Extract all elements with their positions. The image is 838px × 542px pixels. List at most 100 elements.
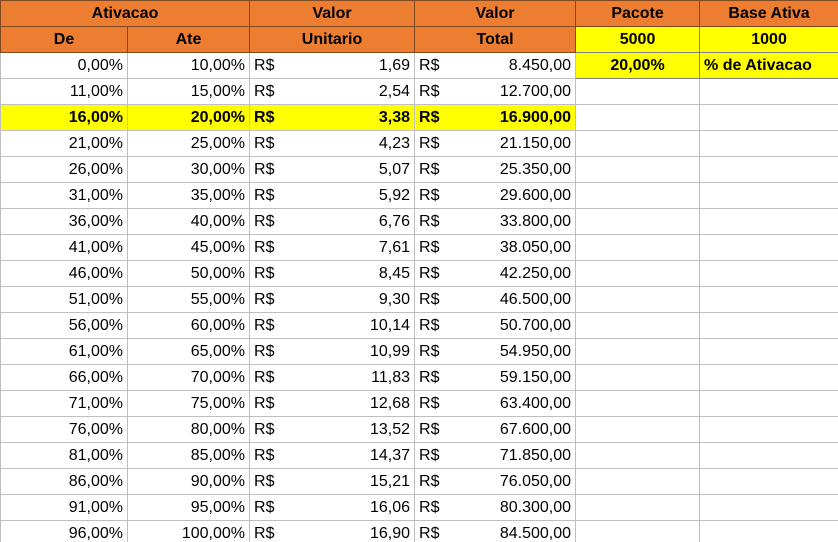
de-cell[interactable]: 76,00% — [0, 416, 128, 443]
ate-cell[interactable]: 65,00% — [126, 338, 251, 365]
de-cell[interactable]: 81,00% — [0, 442, 128, 469]
empty-cell[interactable] — [699, 494, 838, 521]
ate-cell[interactable]: 60,00% — [126, 312, 251, 339]
empty-cell[interactable] — [699, 442, 838, 469]
total-value-cell[interactable]: 67.600,00 — [460, 416, 577, 443]
empty-cell[interactable] — [575, 104, 701, 131]
unit-value-cell[interactable]: 10,14 — [295, 312, 416, 339]
unit-currency-cell[interactable]: R$ — [249, 260, 296, 287]
ate-cell[interactable]: 55,00% — [126, 286, 251, 313]
de-cell[interactable]: 36,00% — [0, 208, 128, 235]
de-cell[interactable]: 21,00% — [0, 130, 128, 157]
ate-cell[interactable]: 40,00% — [126, 208, 251, 235]
empty-cell[interactable] — [699, 520, 838, 542]
empty-cell[interactable] — [575, 494, 701, 521]
total-currency-cell[interactable]: R$ — [414, 312, 461, 339]
empty-cell[interactable] — [699, 468, 838, 495]
empty-cell[interactable] — [575, 338, 701, 365]
empty-cell[interactable] — [575, 182, 701, 209]
ate-cell[interactable]: 30,00% — [126, 156, 251, 183]
empty-cell[interactable] — [575, 130, 701, 157]
ate-cell[interactable]: 90,00% — [126, 468, 251, 495]
ate-cell[interactable]: 10,00% — [126, 52, 251, 79]
total-currency-cell[interactable]: R$ — [414, 260, 461, 287]
empty-cell[interactable] — [699, 390, 838, 417]
valor-unitario-header[interactable]: Valor — [249, 0, 416, 27]
total-currency-cell[interactable]: R$ — [414, 416, 461, 443]
ate-cell[interactable]: 20,00% — [126, 104, 251, 131]
unit-value-cell[interactable]: 12,68 — [295, 390, 416, 417]
empty-cell[interactable] — [699, 286, 838, 313]
unit-currency-cell[interactable]: R$ — [249, 78, 296, 105]
total-currency-cell[interactable]: R$ — [414, 234, 461, 261]
total-currency-cell[interactable]: R$ — [414, 104, 461, 131]
empty-cell[interactable] — [699, 312, 838, 339]
de-cell[interactable]: 91,00% — [0, 494, 128, 521]
de-cell[interactable]: 96,00% — [0, 520, 128, 542]
total-value-cell[interactable]: 33.800,00 — [460, 208, 577, 235]
de-cell[interactable]: 26,00% — [0, 156, 128, 183]
total-currency-cell[interactable]: R$ — [414, 156, 461, 183]
de-cell[interactable]: 46,00% — [0, 260, 128, 287]
unit-currency-cell[interactable]: R$ — [249, 234, 296, 261]
unit-value-cell[interactable]: 2,54 — [295, 78, 416, 105]
empty-cell[interactable] — [575, 78, 701, 105]
total-currency-cell[interactable]: R$ — [414, 52, 461, 79]
empty-cell[interactable] — [575, 234, 701, 261]
percent-ativacao-value-cell[interactable]: 20,00% — [575, 52, 701, 79]
pacote-value-cell[interactable]: 5000 — [575, 26, 701, 53]
total-value-cell[interactable]: 12.700,00 — [460, 78, 577, 105]
unit-value-cell[interactable]: 1,69 — [295, 52, 416, 79]
ate-cell[interactable]: 100,00% — [126, 520, 251, 542]
total-value-cell[interactable]: 54.950,00 — [460, 338, 577, 365]
empty-cell[interactable] — [575, 390, 701, 417]
total-currency-cell[interactable]: R$ — [414, 130, 461, 157]
de-cell[interactable]: 56,00% — [0, 312, 128, 339]
empty-cell[interactable] — [699, 338, 838, 365]
empty-cell[interactable] — [699, 78, 838, 105]
total-currency-cell[interactable]: R$ — [414, 468, 461, 495]
unit-value-cell[interactable]: 4,23 — [295, 130, 416, 157]
unit-value-cell[interactable]: 6,76 — [295, 208, 416, 235]
unit-value-cell[interactable]: 5,92 — [295, 182, 416, 209]
empty-cell[interactable] — [699, 260, 838, 287]
ate-cell[interactable]: 50,00% — [126, 260, 251, 287]
unit-currency-cell[interactable]: R$ — [249, 494, 296, 521]
de-cell[interactable]: 51,00% — [0, 286, 128, 313]
unit-value-cell[interactable]: 8,45 — [295, 260, 416, 287]
de-cell[interactable]: 86,00% — [0, 468, 128, 495]
ate-cell[interactable]: 70,00% — [126, 364, 251, 391]
unit-currency-cell[interactable]: R$ — [249, 104, 296, 131]
unit-currency-cell[interactable]: R$ — [249, 468, 296, 495]
total-value-cell[interactable]: 42.250,00 — [460, 260, 577, 287]
de-cell[interactable]: 31,00% — [0, 182, 128, 209]
total-currency-cell[interactable]: R$ — [414, 494, 461, 521]
empty-cell[interactable] — [699, 234, 838, 261]
empty-cell[interactable] — [699, 416, 838, 443]
total-value-cell[interactable]: 38.050,00 — [460, 234, 577, 261]
ate-cell[interactable]: 35,00% — [126, 182, 251, 209]
total-currency-cell[interactable]: R$ — [414, 520, 461, 542]
base-ativa-value-cell[interactable]: 1000 — [699, 26, 838, 53]
unit-value-cell[interactable]: 10,99 — [295, 338, 416, 365]
total-value-cell[interactable]: 25.350,00 — [460, 156, 577, 183]
unit-currency-cell[interactable]: R$ — [249, 130, 296, 157]
total-value-cell[interactable]: 50.700,00 — [460, 312, 577, 339]
total-value-cell[interactable]: 71.850,00 — [460, 442, 577, 469]
empty-cell[interactable] — [575, 520, 701, 542]
de-cell[interactable]: 61,00% — [0, 338, 128, 365]
total-currency-cell[interactable]: R$ — [414, 78, 461, 105]
total-currency-cell[interactable]: R$ — [414, 442, 461, 469]
pacote-header[interactable]: Pacote — [575, 0, 701, 27]
unit-currency-cell[interactable]: R$ — [249, 208, 296, 235]
de-cell[interactable]: 16,00% — [0, 104, 128, 131]
unit-currency-cell[interactable]: R$ — [249, 286, 296, 313]
total-header[interactable]: Total — [414, 26, 577, 53]
unit-currency-cell[interactable]: R$ — [249, 390, 296, 417]
unit-currency-cell[interactable]: R$ — [249, 442, 296, 469]
total-value-cell[interactable]: 76.050,00 — [460, 468, 577, 495]
total-value-cell[interactable]: 84.500,00 — [460, 520, 577, 542]
base-ativa-header[interactable]: Base Ativa — [699, 0, 838, 27]
empty-cell[interactable] — [575, 260, 701, 287]
percent-ativacao-label-cell[interactable]: % de Ativacao — [699, 52, 838, 79]
